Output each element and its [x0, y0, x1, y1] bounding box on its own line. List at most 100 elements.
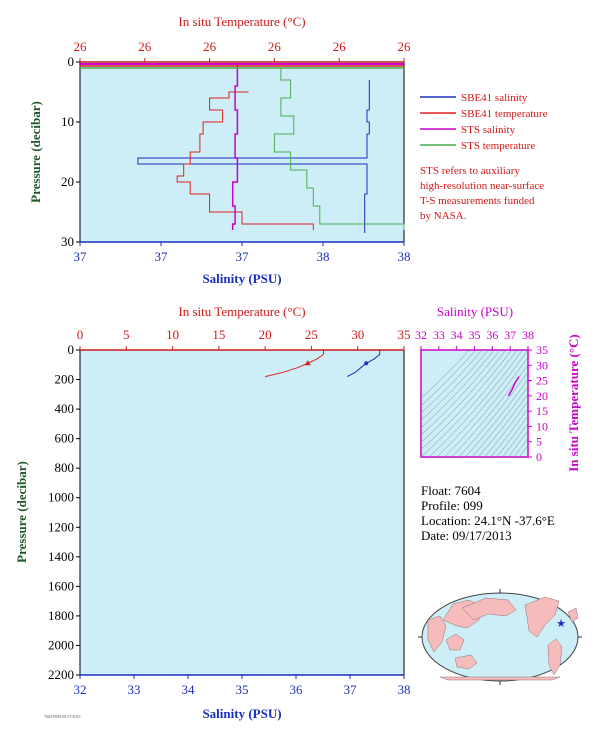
map-land-australia — [454, 654, 478, 670]
near-surface-top-ticks: 26 26 26 26 26 26 — [74, 39, 412, 62]
ts-temp-tick-label: 5 — [536, 435, 542, 449]
map-land — [427, 596, 579, 681]
full-pressure-tick-label: 1800 — [48, 608, 74, 623]
ts-temp-tick-label: 10 — [536, 419, 548, 433]
ts-temp-tick-label: 35 — [536, 343, 548, 357]
density-contour — [421, 350, 507, 443]
full-pressure-tick-label: 200 — [55, 372, 75, 387]
ts-temp-tick-label: 0 — [536, 450, 542, 464]
ts-sal-tick-label: 37 — [504, 328, 516, 342]
near-surface-bottom-ticks: 37 37 37 38 38 — [74, 242, 411, 264]
top-pressure-tick-label: 10 — [61, 114, 74, 129]
full-pressure-tick-label: 800 — [55, 460, 75, 475]
profile-text: Profile: 099 — [421, 498, 483, 513]
density-contour — [458, 371, 528, 457]
full-pressure-tick-label: 600 — [55, 431, 75, 446]
temperature-marker — [304, 360, 311, 366]
full-pressure-tick-label: 0 — [68, 342, 75, 357]
density-contour — [496, 415, 528, 457]
ts-sal-tick-label: 35 — [469, 328, 481, 342]
ts-curve — [507, 376, 520, 397]
full-temp-tick-label: 25 — [305, 327, 318, 342]
legend-label-sbe41-temperature: SBE41 temperature — [461, 108, 548, 120]
full-pressure-tick-label: 2000 — [48, 637, 74, 652]
ts-sal-tick-label: 32 — [415, 328, 427, 342]
density-contour — [421, 350, 495, 428]
top-temp-tick-label: 26 — [398, 39, 412, 54]
legend-label-sts-temperature: STS temperature — [461, 140, 535, 152]
density-contour — [436, 350, 528, 457]
full-temp-tick-label: 20 — [259, 327, 272, 342]
map-land-antarctica — [439, 676, 561, 681]
map-land-south-america — [547, 638, 563, 676]
ts-x-ticks: 32 33 34 35 36 37 38 — [415, 328, 534, 350]
ts-temp-tick-label: 20 — [536, 389, 548, 403]
sts-note-line-4: by NASA. — [420, 210, 467, 222]
full-temp-tick-label: 0 — [77, 327, 84, 342]
near-surface-y-ticks: 0 10 20 30 — [61, 54, 80, 249]
full-pressure-tick-label: 400 — [55, 401, 75, 416]
density-contour — [443, 357, 528, 457]
full-profile-series — [264, 350, 381, 378]
ts-temp-tick-label: 30 — [536, 358, 548, 372]
top-temp-tick-label: 26 — [74, 39, 88, 54]
top-sal-tick-label: 38 — [398, 249, 411, 264]
ts-series — [507, 376, 520, 397]
density-contour — [421, 350, 501, 436]
full-profile-top-ticks: 0 5 10 15 20 25 30 35 — [77, 327, 411, 350]
density-contour — [421, 350, 489, 421]
ts-right-axis-title: In situ Temperature (°C) — [566, 334, 581, 472]
ts-top-axis-title: Salinity (PSU) — [437, 304, 513, 319]
full-pressure-tick-label: 1000 — [48, 490, 74, 505]
map-land-north-america — [524, 596, 560, 638]
ts-temp-tick-label: 15 — [536, 404, 548, 418]
density-contour — [502, 423, 528, 457]
density-contour — [421, 350, 483, 414]
full-sal-tick-label: 32 — [74, 682, 87, 697]
near-surface-panel: 26 26 26 26 26 26 37 37 37 38 38 0 10 20 30 In situ … — [28, 14, 548, 286]
sts-note: STS refers to auxiliary high-resolution … — [420, 165, 544, 222]
full-profile-y-axis-title: Pressure (decibar) — [14, 461, 29, 563]
float-info: Float: 7604 Profile: 099 Location: 24.1°… — [421, 483, 555, 543]
density-contour — [421, 350, 518, 457]
density-contour — [421, 350, 470, 399]
full-sal-tick-label: 36 — [290, 682, 304, 697]
full-sal-tick-label: 33 — [128, 682, 141, 697]
series-line-sts-salinity — [231, 65, 239, 230]
top-pressure-tick-label: 0 — [68, 54, 75, 69]
location-text: Location: 24.1°N -37.6°E — [421, 513, 555, 528]
full-temp-tick-label: 30 — [351, 327, 364, 342]
full-sal-tick-label: 37 — [344, 682, 358, 697]
legend-label-sbe41-salinity: SBE41 salinity — [461, 92, 528, 104]
salinity-marker — [364, 361, 369, 366]
full-pressure-tick-label: 2200 — [48, 667, 74, 682]
density-contour — [471, 386, 528, 457]
top-sal-tick-label: 37 — [74, 249, 88, 264]
full-profile-bottom-axis-title: Salinity (PSU) — [202, 706, 281, 721]
full-temp-tick-label: 10 — [166, 327, 179, 342]
near-surface-series — [137, 65, 405, 233]
ts-sal-tick-label: 36 — [486, 328, 498, 342]
map-land-africa — [427, 615, 447, 653]
ts-sal-tick-label: 33 — [433, 328, 445, 342]
series-line-sbe41-salinity — [137, 80, 370, 233]
footer-small-text: 7604 P099 09/17/2013 — [44, 714, 80, 719]
full-temp-tick-label: 35 — [398, 327, 411, 342]
top-sal-tick-label: 38 — [317, 249, 330, 264]
map-land-north-pacific-rim — [461, 597, 517, 621]
density-contour — [490, 408, 528, 457]
near-surface-bottom-axis-title: Salinity (PSU) — [202, 271, 281, 286]
full-profile-y-ticks: 0 200 400 600 800 1000 1200 1400 1600 1800 2000 220… — [48, 342, 80, 682]
sts-note-line-1: STS refers to auxiliary — [420, 165, 520, 177]
top-pressure-tick-label: 30 — [61, 234, 74, 249]
full-sal-tick-label: 38 — [398, 682, 411, 697]
density-contour — [477, 393, 528, 457]
map-land-europe-edge — [567, 607, 579, 623]
float-id-text: Float: 7604 — [421, 483, 481, 498]
full-temp-tick-label: 15 — [212, 327, 225, 342]
density-contour — [428, 350, 523, 457]
ts-temp-tick-label: 25 — [536, 374, 548, 388]
full-sal-tick-label: 35 — [236, 682, 249, 697]
full-profile-plot-area — [79, 349, 405, 676]
